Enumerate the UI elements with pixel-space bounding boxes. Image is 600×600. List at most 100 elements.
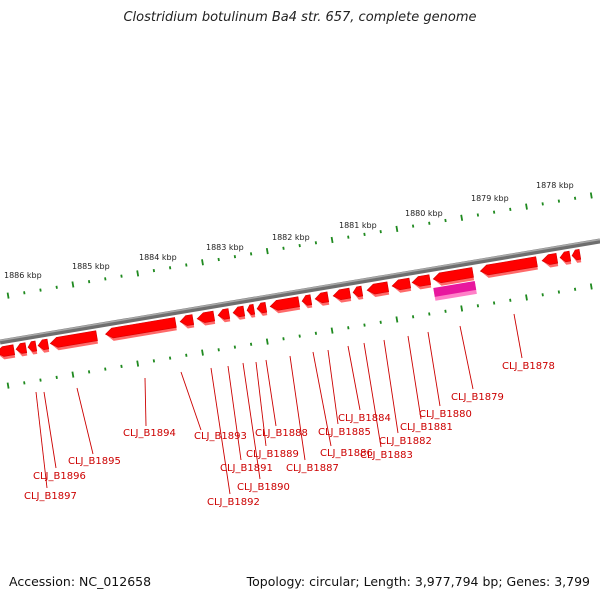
outer-ring-tick	[6, 292, 10, 299]
gene-label[interactable]: CLJ_B1885	[318, 427, 371, 438]
gene-label[interactable]: CLJ_B1890	[237, 482, 290, 493]
genome-backbone	[0, 238, 600, 345]
gene-arrow[interactable]	[49, 330, 99, 352]
gene-arrow[interactable]	[314, 291, 330, 307]
inner-ring-tick	[201, 349, 204, 356]
gene-arrow[interactable]	[232, 305, 246, 321]
inner-ring-tick	[314, 331, 318, 335]
outer-ring-tick	[411, 224, 415, 228]
inner-ring-tick	[395, 316, 399, 323]
inner-ring-tick	[509, 298, 512, 302]
gene-arrow[interactable]	[37, 338, 50, 353]
inner-ring-tick	[541, 293, 544, 297]
gene-label[interactable]: CLJ_B1881	[400, 422, 453, 433]
gene-label[interactable]: CLJ_B1887	[286, 463, 339, 474]
scale-tick-label: 1882 kbp	[272, 233, 310, 242]
outer-ring-tick	[55, 285, 58, 289]
gene-label[interactable]: CLJ_B1882	[379, 436, 432, 447]
gene-arrow[interactable]	[432, 267, 475, 286]
gene-leader-line	[459, 325, 474, 390]
inner-ring-tick	[379, 320, 382, 324]
gene-arrow[interactable]	[571, 249, 582, 263]
gene-arrow[interactable]	[217, 308, 231, 324]
scale-tick-label: 1884 kbp	[139, 253, 177, 262]
gene-leader-line	[363, 342, 382, 448]
gene-arrow[interactable]	[196, 310, 216, 327]
gene-arrow[interactable]	[301, 294, 313, 309]
gene-arrow[interactable]	[269, 296, 301, 315]
inner-ring-tick	[55, 375, 58, 380]
gene-arrow[interactable]	[104, 317, 177, 342]
inner-ring-tick	[444, 309, 447, 313]
gene-leader-line	[35, 391, 48, 489]
outer-ring-tick	[168, 266, 172, 270]
inner-ring-tick	[265, 338, 269, 345]
inner-ring-tick	[152, 359, 156, 363]
outer-ring-tick	[363, 232, 366, 237]
gene-label[interactable]: CLJ_B1897	[24, 491, 77, 502]
outer-ring-tick	[460, 214, 464, 221]
outer-ring-tick	[314, 241, 318, 245]
outer-ring-tick	[557, 199, 561, 203]
gene-arrow[interactable]	[256, 301, 268, 316]
gene-arrow[interactable]	[411, 274, 432, 291]
outer-ring-tick	[104, 277, 107, 281]
gene-leader-line	[76, 387, 94, 455]
gene-label[interactable]: CLJ_B1884	[338, 413, 391, 424]
gene-label[interactable]: CLJ_B1878	[502, 361, 555, 372]
inner-ring-tick	[428, 312, 431, 316]
gene-arrow[interactable]	[246, 303, 256, 318]
outer-ring-tick	[492, 210, 496, 214]
scale-tick-label: 1878 kbp	[536, 181, 574, 190]
outer-ring-tick	[87, 280, 91, 284]
gene-arrow[interactable]	[391, 277, 412, 294]
accession-text: Accession: NC_012658	[9, 574, 152, 589]
gene-arrow[interactable]	[479, 256, 538, 279]
scale-tick-label: 1879 kbp	[471, 194, 509, 203]
scale-tick-label: 1881 kbp	[339, 221, 377, 230]
inner-ring-tick	[460, 305, 464, 312]
gene-label[interactable]: CLJ_B1888	[255, 428, 308, 439]
outer-ring-tick	[541, 202, 544, 206]
gene-label[interactable]: CLJ_B1894	[123, 428, 176, 439]
outer-ring-tick	[476, 213, 480, 217]
gene-label[interactable]: CLJ_B1879	[451, 392, 504, 403]
gene-label[interactable]: CLJ_B1891	[220, 463, 273, 474]
gene-arrow[interactable]	[352, 285, 364, 300]
outer-ring-tick	[265, 247, 269, 255]
gene-arrow[interactable]	[15, 342, 28, 357]
outer-ring-tick	[444, 218, 447, 223]
gene-arrow[interactable]	[0, 344, 16, 361]
gene-label[interactable]: CLJ_B1883	[360, 450, 413, 461]
inner-ring-tick	[525, 294, 528, 301]
gene-arrow[interactable]	[27, 340, 38, 355]
gene-label[interactable]: CLJ_B1896	[33, 471, 86, 482]
inner-ring-tick	[39, 378, 42, 382]
inner-ring-tick	[23, 381, 26, 385]
outer-ring-tick	[217, 257, 220, 262]
gene-leader-line	[427, 331, 441, 407]
outer-ring-tick	[185, 263, 188, 267]
inner-ring-tick	[185, 353, 188, 357]
gene-label[interactable]: CLJ_B1880	[419, 409, 472, 420]
inner-ring-tick	[282, 337, 285, 341]
gene-arrow[interactable]	[541, 252, 559, 268]
scale-tick-label: 1880 kbp	[405, 209, 443, 218]
gene-leader-line	[383, 339, 399, 434]
highlighted-gene[interactable]	[433, 280, 477, 301]
gene-leader-line	[407, 335, 422, 420]
gene-label[interactable]: CLJ_B1893	[194, 431, 247, 442]
gene-label[interactable]: CLJ_B1886	[320, 448, 373, 459]
gene-arrow[interactable]	[332, 287, 352, 304]
gene-arrow[interactable]	[179, 314, 195, 330]
genome-title: Clostridium botulinum Ba4 str. 657, comp…	[123, 10, 477, 25]
gene-label[interactable]: CLJ_B1895	[68, 456, 121, 467]
gene-arrow[interactable]	[366, 281, 390, 298]
topology-summary: Topology: circular; Length: 3,977,794 bp…	[246, 574, 590, 589]
scale-tick-label: 1883 kbp	[206, 243, 244, 252]
outer-ring-tick	[136, 270, 140, 277]
outer-ring-tick	[282, 246, 285, 250]
gene-label[interactable]: CLJ_B1892	[207, 497, 260, 508]
gene-label[interactable]: CLJ_B1889	[246, 449, 299, 460]
gene-arrow[interactable]	[559, 250, 572, 265]
